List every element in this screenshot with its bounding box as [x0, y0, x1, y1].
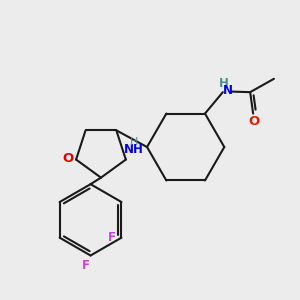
Text: O: O	[249, 116, 260, 128]
Text: NH: NH	[124, 143, 144, 157]
Text: H: H	[218, 77, 228, 90]
Text: F: F	[82, 259, 90, 272]
Text: O: O	[62, 152, 74, 165]
Text: F: F	[108, 231, 116, 244]
Text: H: H	[130, 136, 138, 147]
Text: N: N	[223, 84, 233, 97]
